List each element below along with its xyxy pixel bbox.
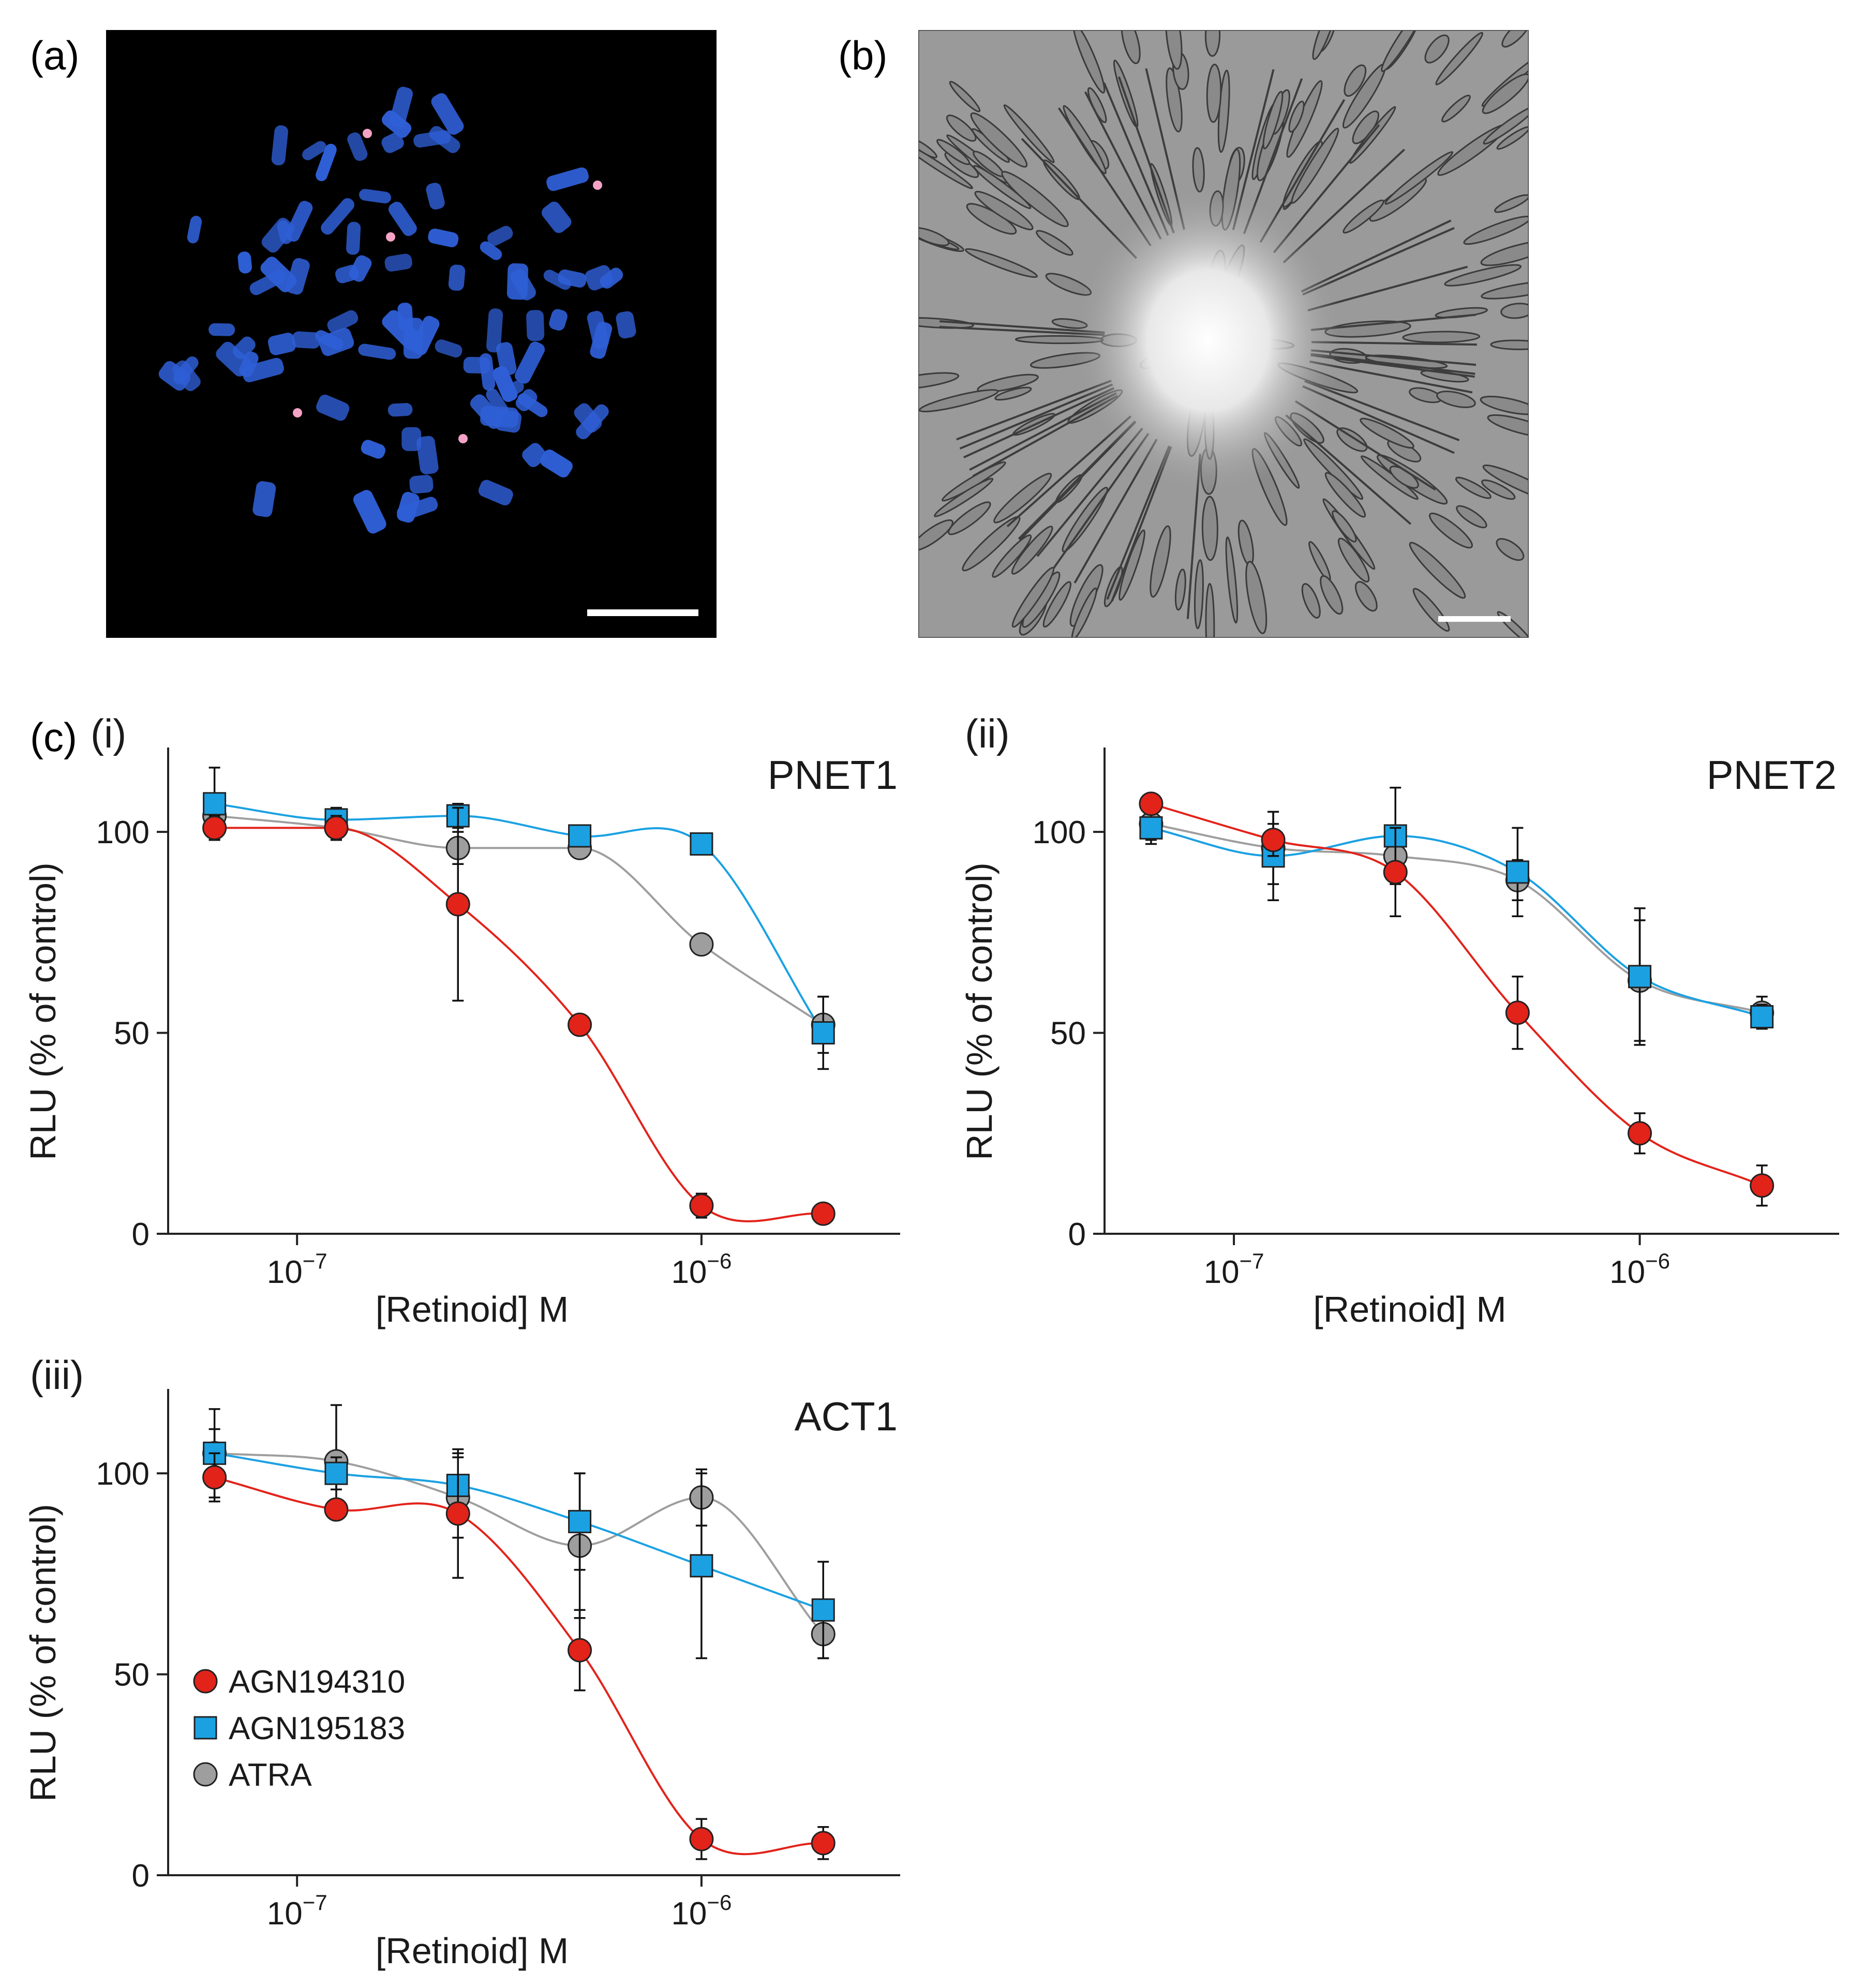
panel-sublabel: (i)	[91, 711, 126, 756]
x-tick-label: 10−6	[671, 1890, 732, 1932]
y-axis-label: RLU (% of control)	[959, 862, 1000, 1160]
legend-label-AGN194310: AGN194310	[229, 1664, 405, 1700]
data-point-AGN194310	[202, 815, 227, 840]
y-axis-label: RLU (% of control)	[23, 1504, 63, 1802]
y-tick-label: 100	[96, 1456, 150, 1492]
chart-2: (ii) 0 50 100 10−7 10−6 [Retinoid] M RLU (% of …	[959, 711, 1839, 1329]
data-point-AGN194310	[689, 1193, 714, 1218]
data-point-AGN194310	[202, 1465, 227, 1490]
data-point-AGN194310	[445, 892, 470, 917]
data-point-AGN195183	[811, 1598, 835, 1622]
data-point-AGN195183	[203, 792, 227, 816]
data-point-AGN195183	[1505, 860, 1529, 884]
legend-marker-AGN195183	[193, 1716, 217, 1740]
data-point-AGN194310	[689, 1827, 714, 1851]
data-point-AGN194310	[811, 1201, 836, 1226]
data-point-AGN195183	[568, 824, 592, 848]
chart-title: ACT1	[795, 1394, 898, 1439]
data-point-AGN194310	[568, 1638, 592, 1663]
series-line-AGN194310	[1151, 802, 1763, 1187]
cells	[918, 30, 1529, 638]
legend-label-AGN195183: AGN195183	[229, 1711, 405, 1746]
chart-title: PNET1	[768, 752, 898, 798]
series-line-AGN195183	[1151, 827, 1763, 1018]
panel-sublabel: (ii)	[965, 711, 1010, 756]
series-line-ATRA	[214, 815, 824, 1026]
data-point-AGN194310	[1139, 791, 1164, 816]
data-point-AGN195183	[568, 1509, 592, 1533]
data-point-AGN194310	[1750, 1173, 1774, 1198]
legend-marker-AGN194310	[193, 1669, 218, 1694]
panel-label-b: (b)	[838, 33, 888, 78]
series-line-AGN195183	[214, 802, 824, 1034]
y-tick-label: 50	[1050, 1016, 1086, 1052]
panel-label-c: (c)	[30, 714, 77, 760]
y-tick-label: 0	[132, 1217, 150, 1252]
x-axis-label: [Retinoid] M	[376, 1289, 569, 1329]
x-axis-label: [Retinoid] M	[376, 1931, 569, 1971]
data-point-ATRA	[689, 932, 714, 957]
x-tick-label: 10−7	[267, 1890, 327, 1932]
data-point-AGN195183	[1139, 816, 1163, 840]
data-point-AGN195183	[1628, 965, 1652, 989]
scale-bar-a	[587, 609, 698, 616]
data-point-AGN195183	[811, 1021, 835, 1045]
data-point-AGN194310	[568, 1012, 592, 1037]
x-axis-label: [Retinoid] M	[1313, 1289, 1506, 1329]
x-tick-label: 10−6	[671, 1249, 732, 1290]
panel-label-a: (a)	[30, 33, 80, 78]
legend-marker-ATRA	[193, 1762, 218, 1787]
y-tick-label: 50	[114, 1016, 150, 1052]
data-point-AGN195183	[1750, 1005, 1774, 1028]
series-line-ATRA	[214, 1452, 824, 1635]
y-tick-label: 100	[1033, 815, 1086, 850]
series-line-AGN194310	[214, 827, 824, 1222]
x-tick-label: 10−7	[1204, 1249, 1264, 1290]
x-tick-label: 10−6	[1609, 1249, 1670, 1290]
series-line-AGN195183	[214, 1452, 824, 1611]
chromosome-spread-image	[106, 30, 717, 638]
data-point-AGN194310	[811, 1831, 836, 1856]
data-point-AGN195183	[324, 1461, 348, 1485]
y-tick-label: 0	[132, 1858, 150, 1894]
data-point-AGN194310	[445, 1501, 470, 1526]
x-tick-label: 10−7	[267, 1249, 327, 1290]
data-point-AGN194310	[324, 815, 349, 840]
legend-label-ATRA: ATRA	[229, 1757, 312, 1793]
y-tick-label: 0	[1068, 1217, 1086, 1252]
data-point-AGN194310	[324, 1497, 349, 1522]
y-axis-label: RLU (% of control)	[23, 862, 63, 1160]
data-point-AGN194310	[1505, 1000, 1530, 1025]
chart-1: (i) 0 50 100 10−7 10−6 [Retinoid] M RLU (% of c…	[23, 711, 900, 1329]
data-point-AGN194310	[1383, 860, 1408, 885]
data-point-AGN194310	[1628, 1121, 1652, 1146]
data-point-AGN194310	[1261, 828, 1286, 853]
scale-bar-b	[1438, 616, 1511, 622]
panel-sublabel: (iii)	[30, 1352, 84, 1398]
chart-title: PNET2	[1707, 752, 1837, 798]
y-tick-label: 100	[96, 815, 150, 850]
cell-colony-image	[918, 30, 1529, 638]
data-point-AGN195183	[690, 1554, 713, 1578]
chromosomes	[158, 86, 636, 534]
series-line-ATRA	[1151, 823, 1763, 1014]
y-tick-label: 50	[114, 1657, 150, 1693]
legend: AGN194310 AGN195183 ATRA	[193, 1664, 405, 1793]
chart-3: (iii) 0 50 100 10−7 10−6 [Retinoid] M RLU (% of…	[23, 1352, 900, 1971]
data-point-AGN195183	[690, 832, 713, 856]
